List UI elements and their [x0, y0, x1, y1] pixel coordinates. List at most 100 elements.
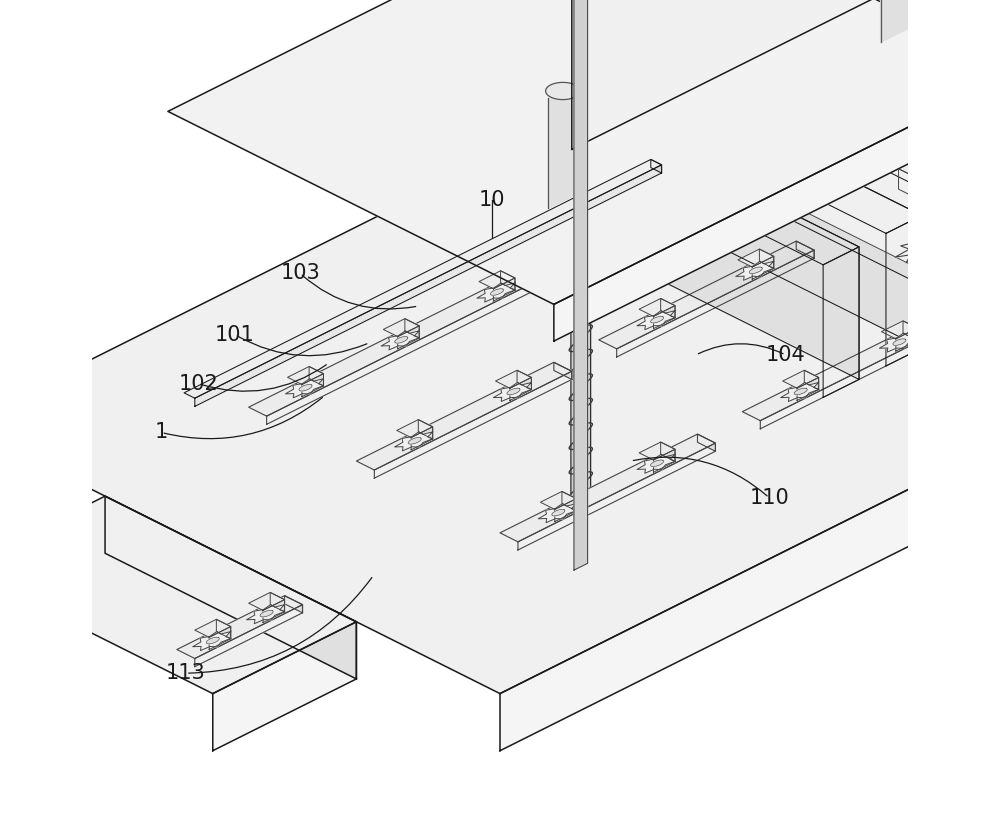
Polygon shape [651, 159, 662, 173]
Polygon shape [895, 227, 966, 263]
FancyArrowPatch shape [237, 336, 367, 356]
Polygon shape [639, 442, 675, 460]
Polygon shape [823, 247, 859, 397]
Polygon shape [738, 249, 774, 267]
Polygon shape [411, 427, 433, 450]
Polygon shape [496, 370, 531, 388]
Text: 102: 102 [178, 374, 218, 393]
Polygon shape [759, 249, 774, 268]
Polygon shape [715, 49, 985, 317]
Polygon shape [395, 432, 433, 451]
Polygon shape [599, 242, 814, 349]
Polygon shape [653, 306, 675, 329]
Polygon shape [794, 388, 807, 395]
Polygon shape [546, 82, 580, 100]
Polygon shape [680, 49, 985, 202]
Polygon shape [651, 317, 664, 323]
Polygon shape [418, 419, 433, 439]
Polygon shape [288, 366, 323, 384]
Polygon shape [639, 299, 675, 317]
Polygon shape [260, 610, 273, 617]
Polygon shape [267, 273, 554, 424]
Polygon shape [783, 370, 819, 388]
Polygon shape [249, 592, 285, 610]
Polygon shape [206, 637, 219, 644]
Polygon shape [555, 499, 576, 521]
Polygon shape [554, 53, 1000, 341]
Polygon shape [493, 278, 515, 301]
Polygon shape [617, 81, 922, 233]
Polygon shape [397, 419, 433, 437]
Polygon shape [540, 491, 576, 509]
Text: 104: 104 [766, 345, 805, 365]
Polygon shape [896, 328, 917, 351]
Polygon shape [491, 289, 504, 295]
Polygon shape [554, 362, 572, 379]
Polygon shape [195, 619, 231, 637]
Polygon shape [195, 165, 662, 406]
Polygon shape [749, 267, 762, 273]
Polygon shape [302, 374, 323, 397]
Polygon shape [249, 264, 554, 416]
Polygon shape [552, 509, 565, 516]
Polygon shape [479, 271, 515, 289]
Polygon shape [536, 264, 554, 281]
Polygon shape [381, 330, 419, 350]
Polygon shape [930, 0, 950, 45]
Polygon shape [661, 299, 675, 318]
Text: 103: 103 [280, 264, 320, 283]
Polygon shape [940, 313, 958, 330]
Polygon shape [105, 496, 356, 679]
Polygon shape [886, 215, 922, 366]
Polygon shape [507, 388, 520, 395]
Polygon shape [398, 326, 419, 349]
Polygon shape [680, 65, 1000, 392]
Polygon shape [0, 65, 1000, 694]
Polygon shape [548, 84, 577, 208]
FancyArrowPatch shape [633, 457, 767, 496]
Polygon shape [554, 112, 859, 264]
Polygon shape [881, 321, 917, 339]
FancyArrowPatch shape [201, 365, 326, 391]
Polygon shape [500, 335, 1000, 751]
Polygon shape [590, 112, 859, 379]
Polygon shape [637, 311, 675, 330]
Polygon shape [952, 241, 1000, 306]
Text: 113: 113 [166, 663, 206, 683]
FancyArrowPatch shape [302, 275, 416, 309]
Polygon shape [809, 169, 1000, 286]
Polygon shape [518, 443, 715, 550]
Polygon shape [263, 600, 285, 623]
Polygon shape [797, 378, 819, 401]
Text: 101: 101 [215, 325, 255, 344]
Polygon shape [247, 605, 285, 623]
Polygon shape [477, 283, 515, 302]
Polygon shape [193, 632, 231, 650]
Polygon shape [510, 378, 531, 401]
Polygon shape [168, 0, 1000, 304]
FancyArrowPatch shape [189, 578, 372, 673]
Polygon shape [930, 80, 950, 335]
Polygon shape [408, 437, 421, 444]
Polygon shape [804, 370, 819, 390]
Polygon shape [285, 379, 324, 397]
Polygon shape [562, 491, 576, 511]
Polygon shape [299, 384, 312, 391]
Polygon shape [736, 261, 774, 281]
Polygon shape [285, 596, 303, 613]
Text: 10: 10 [479, 190, 505, 210]
Polygon shape [184, 159, 662, 398]
FancyArrowPatch shape [698, 344, 783, 354]
Polygon shape [893, 339, 906, 345]
Polygon shape [637, 455, 675, 473]
Polygon shape [177, 596, 303, 659]
Polygon shape [653, 81, 922, 348]
Polygon shape [493, 383, 532, 401]
Polygon shape [216, 619, 231, 639]
Polygon shape [356, 362, 572, 470]
Polygon shape [395, 337, 408, 343]
Text: 1: 1 [155, 423, 168, 442]
Polygon shape [213, 622, 356, 751]
Polygon shape [752, 256, 774, 279]
Polygon shape [374, 371, 572, 478]
